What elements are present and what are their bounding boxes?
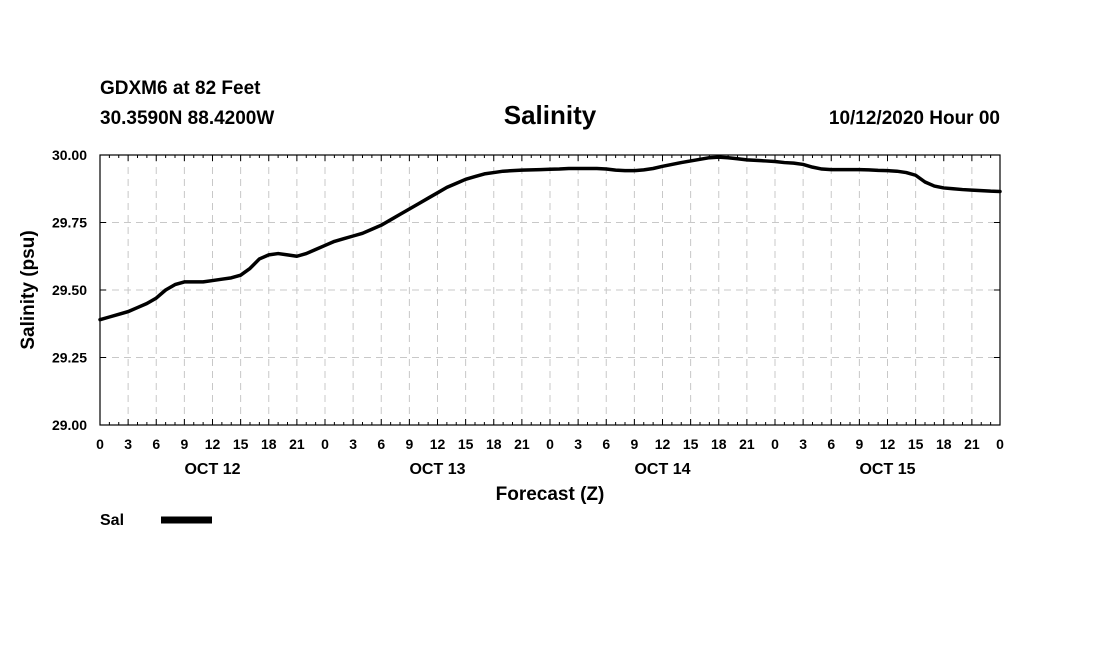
x-tick-label: 18 — [711, 436, 727, 452]
day-label: OCT 14 — [634, 461, 690, 478]
x-tick-label: 15 — [458, 436, 474, 452]
x-tick-label: 6 — [377, 436, 385, 452]
x-tick-label: 3 — [124, 436, 132, 452]
x-tick-label: 9 — [855, 436, 863, 452]
x-tick-label: 12 — [880, 436, 896, 452]
x-tick-label: 18 — [936, 436, 952, 452]
x-tick-label: 15 — [908, 436, 924, 452]
x-tick-label: 15 — [683, 436, 699, 452]
x-tick-label: 21 — [964, 436, 980, 452]
x-tick-label: 15 — [233, 436, 249, 452]
x-tick-label: 9 — [180, 436, 188, 452]
x-tick-label: 21 — [289, 436, 305, 452]
x-tick-label: 0 — [321, 436, 329, 452]
run-time-label: 10/12/2020 Hour 00 — [829, 108, 1000, 129]
x-axis-label: Forecast (Z) — [496, 484, 605, 505]
y-tick-label: 30.00 — [52, 147, 87, 163]
x-tick-label: 21 — [514, 436, 530, 452]
x-tick-label: 9 — [630, 436, 638, 452]
x-tick-label: 0 — [771, 436, 779, 452]
y-tick-label: 29.00 — [52, 417, 87, 433]
x-tick-label: 3 — [799, 436, 807, 452]
x-tick-label: 12 — [205, 436, 221, 452]
x-tick-labels: 0 3 6 9 12 15 18 21 0 3 6 9 12 15 18 21 0 3 6 9 12 15 18 21 0 3 6 9… — [96, 436, 1004, 452]
y-tick-label: 29.50 — [52, 282, 87, 298]
day-label: OCT 12 — [184, 461, 240, 478]
y-axis-label: Salinity (psu) — [18, 230, 39, 349]
x-tick-label: 6 — [152, 436, 160, 452]
y-tick-label: 29.75 — [52, 215, 87, 231]
x-tick-label: 6 — [827, 436, 835, 452]
coords-label: 30.3590N 88.4200W — [100, 108, 274, 129]
y-tick-labels: 29.00 29.25 29.50 29.75 30.00 — [52, 147, 87, 433]
station-label: GDXM6 at 82 Feet — [100, 78, 261, 99]
x-tick-label: 6 — [602, 436, 610, 452]
x-tick-label: 12 — [655, 436, 671, 452]
data-series — [98, 155, 1002, 322]
day-label: OCT 13 — [409, 461, 465, 478]
x-tick-label: 9 — [405, 436, 413, 452]
day-labels: OCT 12 OCT 13 OCT 14 OCT 15 — [184, 461, 915, 478]
x-tick-label: 0 — [546, 436, 554, 452]
series-line-sal — [98, 155, 1002, 322]
x-tick-label: 18 — [261, 436, 277, 452]
x-tick-label: 0 — [96, 436, 104, 452]
day-label: OCT 15 — [859, 461, 915, 478]
x-tick-label: 12 — [430, 436, 446, 452]
x-tick-label: 3 — [574, 436, 582, 452]
x-tick-label: 0 — [996, 436, 1004, 452]
plot-frame — [99, 154, 1001, 426]
grid-lines — [100, 155, 1000, 425]
y-tick-label: 29.25 — [52, 350, 87, 366]
chart-title: Salinity — [504, 100, 597, 130]
x-tick-label: 21 — [739, 436, 755, 452]
x-tick-label: 18 — [486, 436, 502, 452]
legend-label: Sal — [100, 512, 124, 529]
x-tick-label: 3 — [349, 436, 357, 452]
